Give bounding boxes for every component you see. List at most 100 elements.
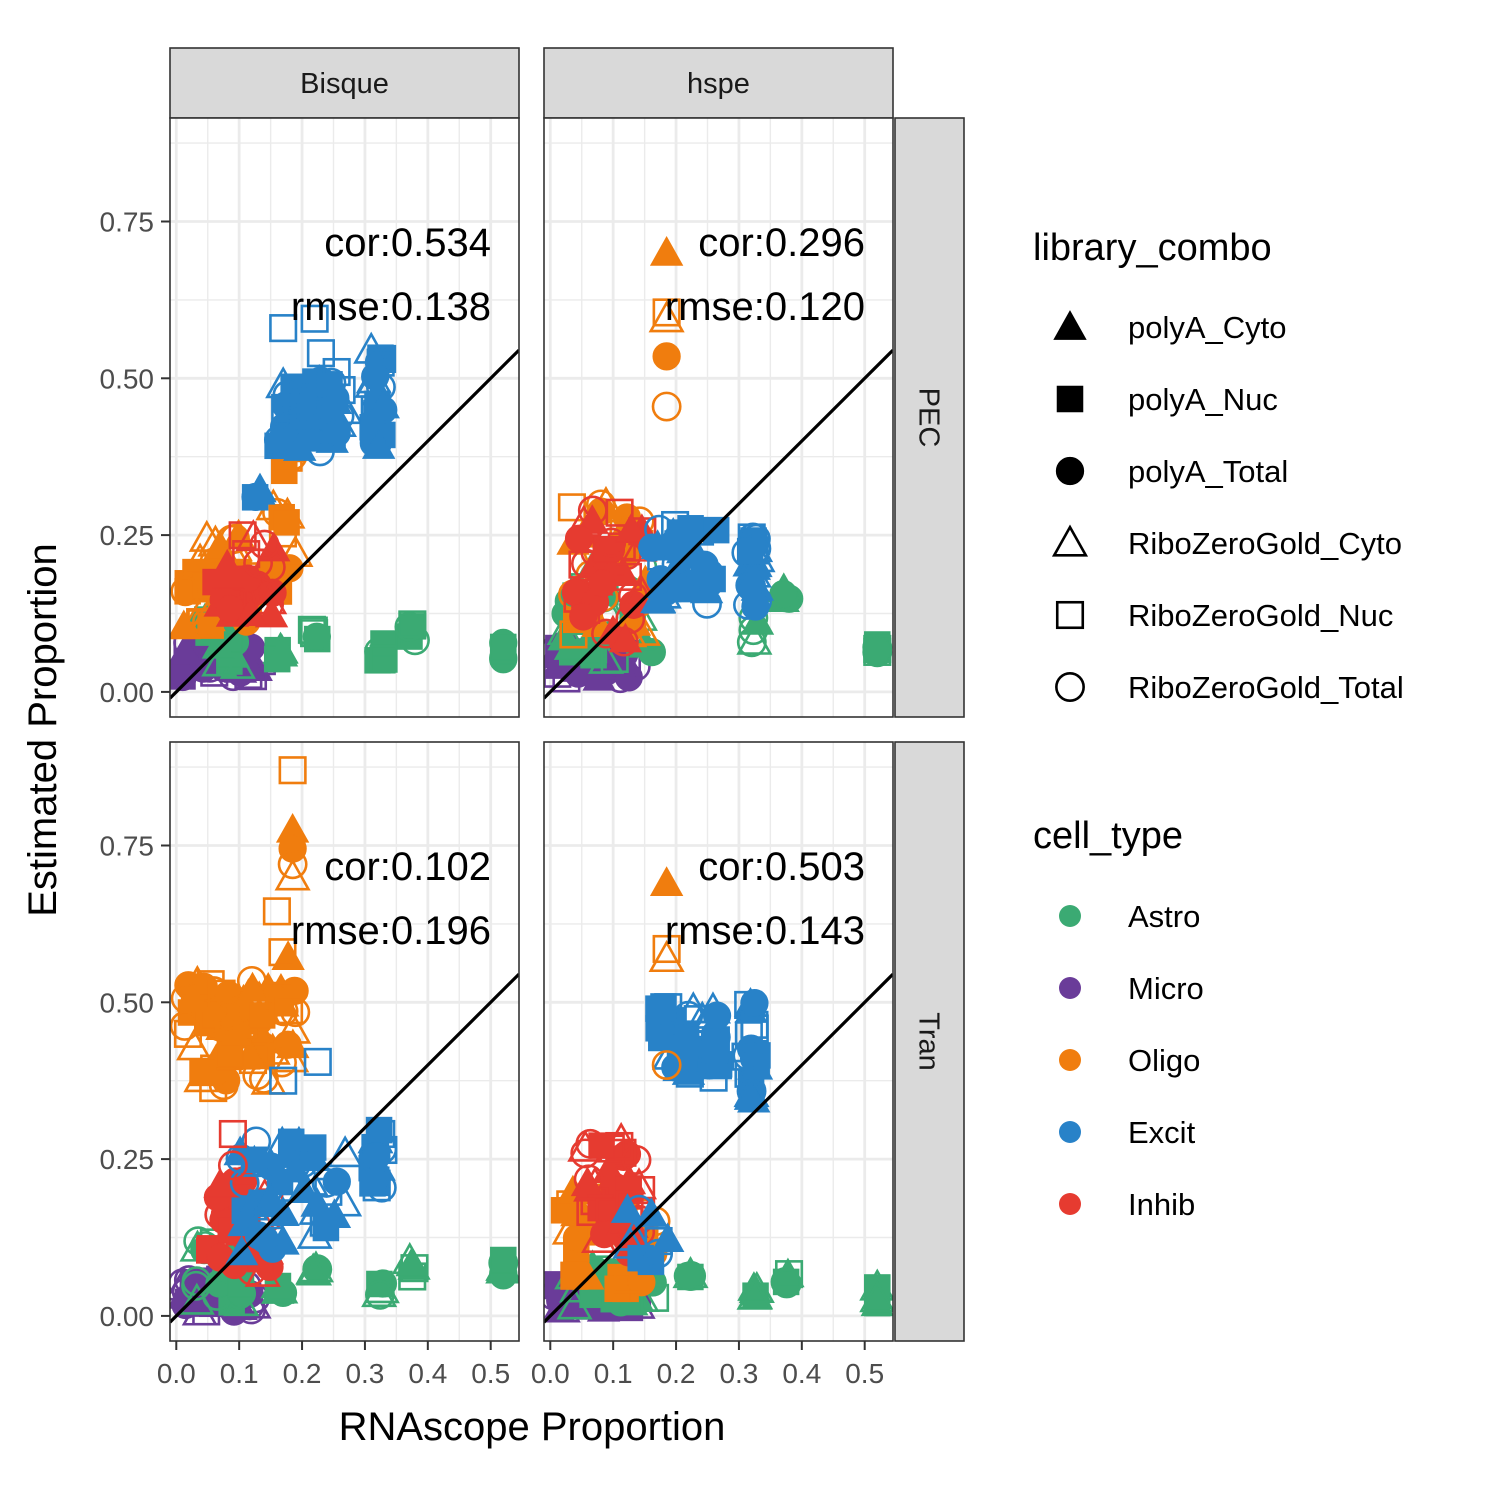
point-oligo <box>651 1050 682 1080</box>
point-oligo <box>262 897 291 926</box>
point-astro <box>297 1250 335 1283</box>
point-oligo <box>648 300 685 333</box>
x-tick-label: 0.0 <box>157 1358 196 1389</box>
point-oligo <box>278 756 307 785</box>
point-excit <box>326 1184 363 1217</box>
point-astro <box>736 622 773 655</box>
point-inhib <box>203 1168 237 1198</box>
point-excit <box>702 1001 732 1030</box>
point-excit <box>296 1216 333 1249</box>
x-axis-title: RNAscope Proportion <box>339 1405 726 1449</box>
point-excit <box>353 331 390 364</box>
x-tick-label: 0.3 <box>345 1358 384 1389</box>
point-excit <box>317 1198 352 1229</box>
facet-strip-label: Tran <box>913 1012 945 1071</box>
legend-label: Oligo <box>1128 1043 1200 1078</box>
point-astro <box>769 580 798 609</box>
point-excit <box>306 339 335 368</box>
x-tick-label: 0.5 <box>471 1358 510 1389</box>
facet-strip-label: hspe <box>687 68 750 100</box>
point-excit <box>366 348 395 377</box>
point-astro <box>553 630 588 660</box>
correlation-label: cor:0.534 <box>324 221 491 265</box>
point-excit <box>675 991 712 1024</box>
point-excit <box>734 990 763 1019</box>
point-excit <box>303 1047 332 1076</box>
point-excit <box>322 1167 351 1196</box>
point-astro <box>398 610 427 639</box>
point-astro <box>295 1252 332 1285</box>
y-tick-label: 0.75 <box>100 206 155 237</box>
panel-border <box>169 741 520 1342</box>
axes: 0.00 0.25 0.50 0.75 0.00 0.25 0.50 0.75 0.0 0.1 0.… <box>100 206 885 1389</box>
rmse-label: rmse:0.138 <box>291 285 491 329</box>
point-excit <box>677 515 704 542</box>
legend-label: Inhib <box>1128 1187 1195 1222</box>
point-oligo <box>218 1016 253 1047</box>
facet-panels: Bisque hspePECTrancor:0.534rmse:0.138cor:… <box>169 47 965 1342</box>
panel-hspe-pec: cor:0.296 rmse:0.120 <box>543 117 894 718</box>
point-excit <box>645 995 672 1022</box>
point-excit <box>634 1197 668 1227</box>
point-inhib <box>217 1150 248 1181</box>
point-oligo <box>604 1275 631 1303</box>
point-inhib <box>596 527 627 558</box>
point-excit <box>692 588 722 619</box>
point-excit <box>733 1080 768 1110</box>
point-oligo <box>648 939 685 973</box>
y-axis-title: Estimated Proportion <box>21 543 65 917</box>
point-excit <box>271 393 300 423</box>
legend-key-polya-total <box>1055 456 1085 486</box>
x-tick-label: 0.0 <box>531 1358 570 1389</box>
legend-title-cell-type: cell_type <box>1033 815 1183 857</box>
rmse-label: rmse:0.120 <box>665 285 865 329</box>
point-astro <box>370 630 397 657</box>
rmse-label: rmse:0.196 <box>291 909 491 953</box>
point-excit <box>265 366 302 399</box>
legend-key-micro <box>1059 977 1081 999</box>
point-oligo <box>274 996 304 1025</box>
x-tick-label: 0.3 <box>719 1358 758 1389</box>
point-astro <box>302 622 331 651</box>
x-tick-label: 0.2 <box>283 1358 322 1389</box>
point-astro <box>490 633 517 661</box>
legend-label: Astro <box>1128 899 1200 934</box>
point-astro <box>264 636 299 667</box>
point-excit <box>737 523 766 552</box>
legend-label: RiboZeroGold_Total <box>1128 670 1404 705</box>
point-micro <box>605 663 636 694</box>
identity-line <box>170 348 519 700</box>
point-excit <box>699 565 726 593</box>
legend-key-oligo <box>1059 1049 1081 1071</box>
point-oligo <box>176 1028 213 1061</box>
point-oligo <box>173 1019 202 1048</box>
point-excit <box>646 565 675 594</box>
point-oligo <box>652 298 681 327</box>
legend-library-combo: library_combo polyA_Cyto polyA_Nuc polyA_T… <box>1033 227 1404 705</box>
point-excit <box>702 516 730 544</box>
legend-label: polyA_Nuc <box>1128 382 1278 417</box>
x-tick-label: 0.4 <box>782 1358 821 1389</box>
y-tick-label: 0.25 <box>100 520 155 551</box>
x-tick-label: 0.2 <box>657 1358 696 1389</box>
panel-hspe-tran: cor:0.503 rmse:0.143 <box>543 741 894 1342</box>
point-oligo <box>189 1059 216 1087</box>
identity-line <box>544 972 893 1324</box>
point-astro <box>771 1268 802 1299</box>
point-oligo <box>273 509 300 536</box>
panel-points <box>544 235 893 694</box>
point-inhib <box>243 548 274 579</box>
facet-strip-label: Bisque <box>300 68 389 100</box>
point-excit <box>264 1125 301 1158</box>
point-excit <box>359 1170 386 1197</box>
point-inhib <box>608 622 643 653</box>
legend-label: Micro <box>1128 971 1204 1006</box>
legend-key-polya-cyto <box>1053 310 1087 340</box>
x-tick-label: 0.5 <box>845 1358 884 1389</box>
point-inhib <box>623 573 660 606</box>
point-excit <box>732 1040 763 1071</box>
panel-bisque-tran: cor:0.102 rmse:0.196 <box>169 741 520 1342</box>
point-oligo <box>235 971 270 1002</box>
panel-border <box>543 741 894 1342</box>
